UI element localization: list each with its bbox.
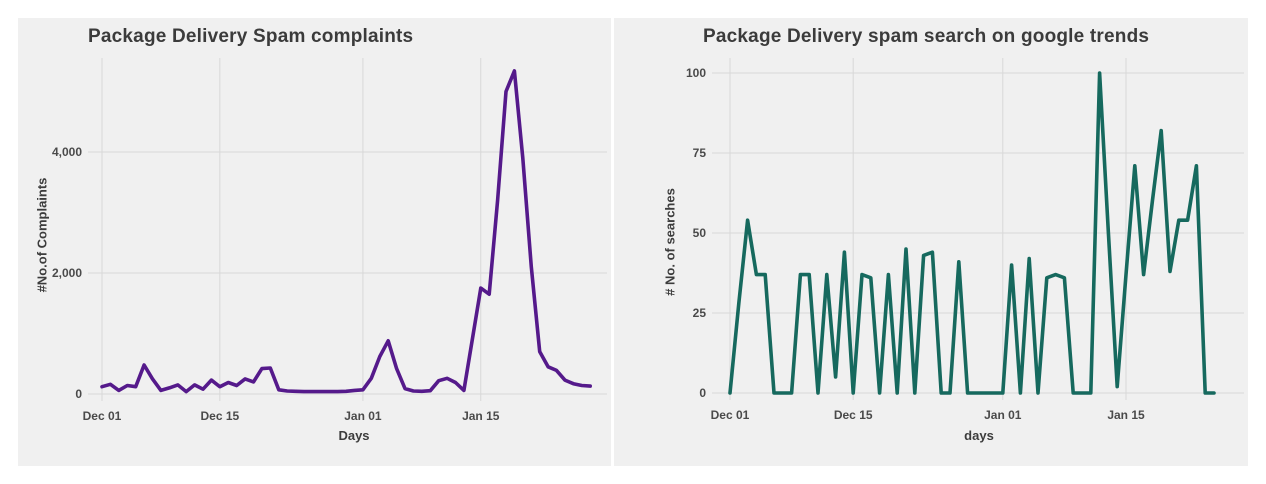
trends-chart-card: 0 25 50 75 100 Dec 01 Dec 15 Jan 01 Jan 15 Packa… <box>614 18 1248 466</box>
x-tick-label: Dec 01 <box>711 408 750 422</box>
y-tick-label: 0 <box>75 387 82 401</box>
y-tick-label: 75 <box>693 146 707 160</box>
y-tick-label: 2,000 <box>52 266 82 280</box>
x-tick-label: Jan 15 <box>462 409 500 423</box>
y-tick-label: 0 <box>699 386 706 400</box>
y-tick-label: 50 <box>693 226 707 240</box>
trends-data-line <box>728 71 1216 395</box>
x-tick-label: Dec 01 <box>83 409 122 423</box>
y-tick-label: 4,000 <box>52 145 82 159</box>
trends-x-axis-title: days <box>964 428 994 443</box>
complaints-plot-area: 0 2,000 4,000 Dec 01 Dec 15 Jan 01 Jan 15 <box>52 58 607 423</box>
x-tick-label: Dec 15 <box>834 408 873 422</box>
trends-plot-area: 0 25 50 75 100 Dec 01 Dec 15 Jan 01 Jan 15 <box>686 58 1244 422</box>
trends-y-axis-title: # No. of searches <box>662 188 678 296</box>
x-tick-label: Dec 15 <box>200 409 239 423</box>
x-tick-label: Jan 01 <box>984 408 1022 422</box>
complaints-chart-card: 0 2,000 4,000 Dec 01 Dec 15 Jan 01 Jan 15 Pack… <box>18 18 611 466</box>
trends-chart-title: Package Delivery spam search on google t… <box>703 26 1150 47</box>
x-tick-label: Jan 15 <box>1107 408 1145 422</box>
complaints-y-axis-title: #No.of Complaints <box>34 177 50 293</box>
complaints-chart-title: Package Delivery Spam complaints <box>88 26 414 47</box>
y-tick-label: 25 <box>693 306 707 320</box>
y-tick-label: 100 <box>686 66 706 80</box>
complaints-data-line <box>100 69 593 394</box>
x-tick-label: Jan 01 <box>344 409 382 423</box>
complaints-x-axis-title: Days <box>338 428 370 443</box>
